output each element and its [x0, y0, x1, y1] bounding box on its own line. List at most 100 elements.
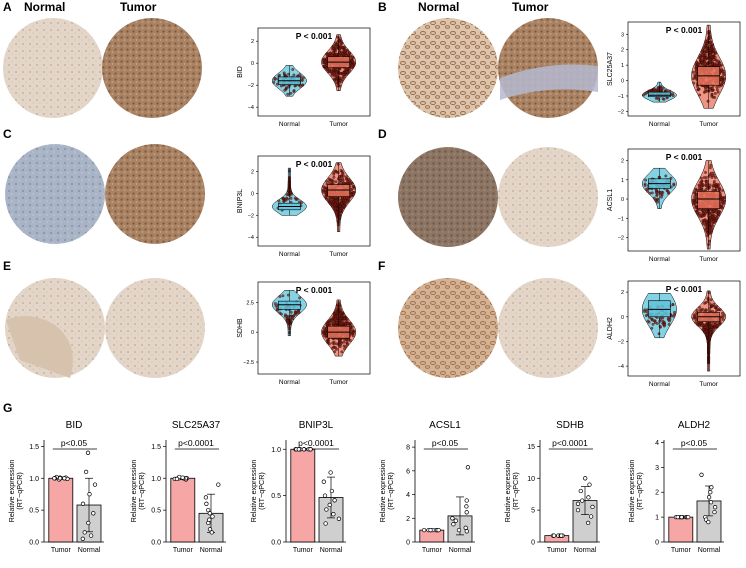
data-point [351, 331, 354, 335]
data-point [667, 191, 670, 195]
y-axis-label: Relative expression(RT−qPCR) [7, 460, 24, 523]
data-point [575, 501, 581, 506]
data-point [575, 507, 581, 513]
y-tick-label: 4 [406, 492, 410, 499]
data-point [350, 193, 354, 197]
data-point [705, 176, 708, 179]
data-point [694, 206, 698, 210]
data-point [207, 517, 212, 522]
data-point [722, 199, 726, 203]
data-point [333, 169, 337, 173]
data-point [708, 183, 712, 187]
data-point [708, 53, 712, 57]
data-point [583, 476, 588, 481]
y-axis-label-line: (RT−qPCR) [386, 472, 395, 510]
data-point [332, 498, 337, 503]
data-point [343, 48, 347, 52]
data-point [700, 176, 703, 180]
y-axis-label: Relative expression(RT−qPCR) [627, 460, 644, 523]
data-point [203, 495, 209, 500]
data-point [336, 171, 340, 175]
data-point [336, 218, 340, 222]
ihc-image-e-tumor [105, 278, 205, 378]
data-point [298, 296, 302, 300]
y-tick-label: 0 [531, 540, 535, 547]
box-normal [278, 300, 301, 310]
bar-tumor [170, 477, 196, 543]
data-point [702, 46, 705, 50]
data-point [296, 447, 301, 452]
bar-tumor [48, 477, 74, 543]
data-point [722, 313, 726, 317]
x-category-label: Tumor [547, 547, 568, 554]
data-point [704, 53, 708, 57]
data-point [348, 339, 352, 342]
y-tick-label: 0 [621, 79, 624, 85]
data-point [715, 59, 718, 62]
data-point [657, 332, 661, 336]
data-point [339, 211, 343, 214]
data-point [715, 324, 719, 328]
y-tick-label: 2 [655, 490, 659, 497]
data-point [699, 472, 704, 477]
data-point [694, 192, 698, 196]
data-point [643, 184, 647, 187]
data-point [716, 90, 720, 94]
data-point [174, 476, 180, 482]
significance-label: p<0.05 [432, 438, 459, 448]
data-point [697, 213, 701, 217]
data-point [335, 347, 339, 351]
ihc-image-d-normal [398, 147, 498, 247]
data-point [660, 195, 663, 199]
data-point [464, 498, 469, 503]
data-point [343, 321, 347, 325]
data-point [332, 44, 336, 48]
data-point [645, 91, 649, 94]
data-point [289, 196, 293, 200]
data-point [712, 505, 718, 510]
box-tumor [697, 191, 720, 209]
violin-plot-bid: P < 0.001 −4 −2 0 2 BID Normal Tumor [237, 27, 371, 128]
data-point [340, 350, 344, 354]
data-point [693, 191, 696, 195]
data-point [653, 319, 656, 323]
data-point [586, 495, 591, 500]
data-point [345, 338, 348, 342]
data-point [657, 175, 661, 179]
data-point [341, 171, 344, 175]
y-axis-label: ACSL1 [607, 189, 614, 211]
data-point [722, 73, 726, 77]
data-point [180, 475, 185, 480]
y-tick-label: 0 [251, 330, 254, 336]
y-tick-label: 0.0 [29, 540, 39, 547]
data-point [342, 204, 346, 208]
data-point [340, 45, 344, 49]
data-point [706, 339, 710, 343]
y-tick-label: 0 [251, 61, 254, 67]
panel-letter-a: A [3, 0, 12, 14]
data-point [88, 533, 94, 538]
data-point [698, 306, 701, 309]
y-tick-label: −2 [248, 213, 254, 219]
data-point [336, 162, 340, 166]
data-point [706, 300, 710, 304]
data-point [291, 315, 294, 319]
data-point [85, 450, 91, 455]
bar-chart-aldh2: ALDH2 p<0.05 0 1 2 3 4 Relative expression(RT−q… [627, 420, 724, 554]
plot-frame [257, 155, 371, 247]
data-point [721, 311, 724, 315]
data-point [273, 302, 277, 306]
data-point [709, 48, 712, 52]
data-point [709, 218, 713, 222]
data-point [331, 321, 335, 325]
y-axis-label-line: Relative expression [378, 460, 387, 523]
data-point [279, 84, 283, 88]
data-point [331, 203, 335, 207]
data-point [86, 520, 91, 526]
bar-chart-title: BID [66, 420, 83, 431]
x-category-label: Normal [279, 251, 301, 258]
data-point [288, 322, 292, 326]
x-category-label: Tumor [699, 121, 718, 128]
y-tick-label: 0 [621, 197, 624, 203]
data-point [644, 178, 647, 182]
